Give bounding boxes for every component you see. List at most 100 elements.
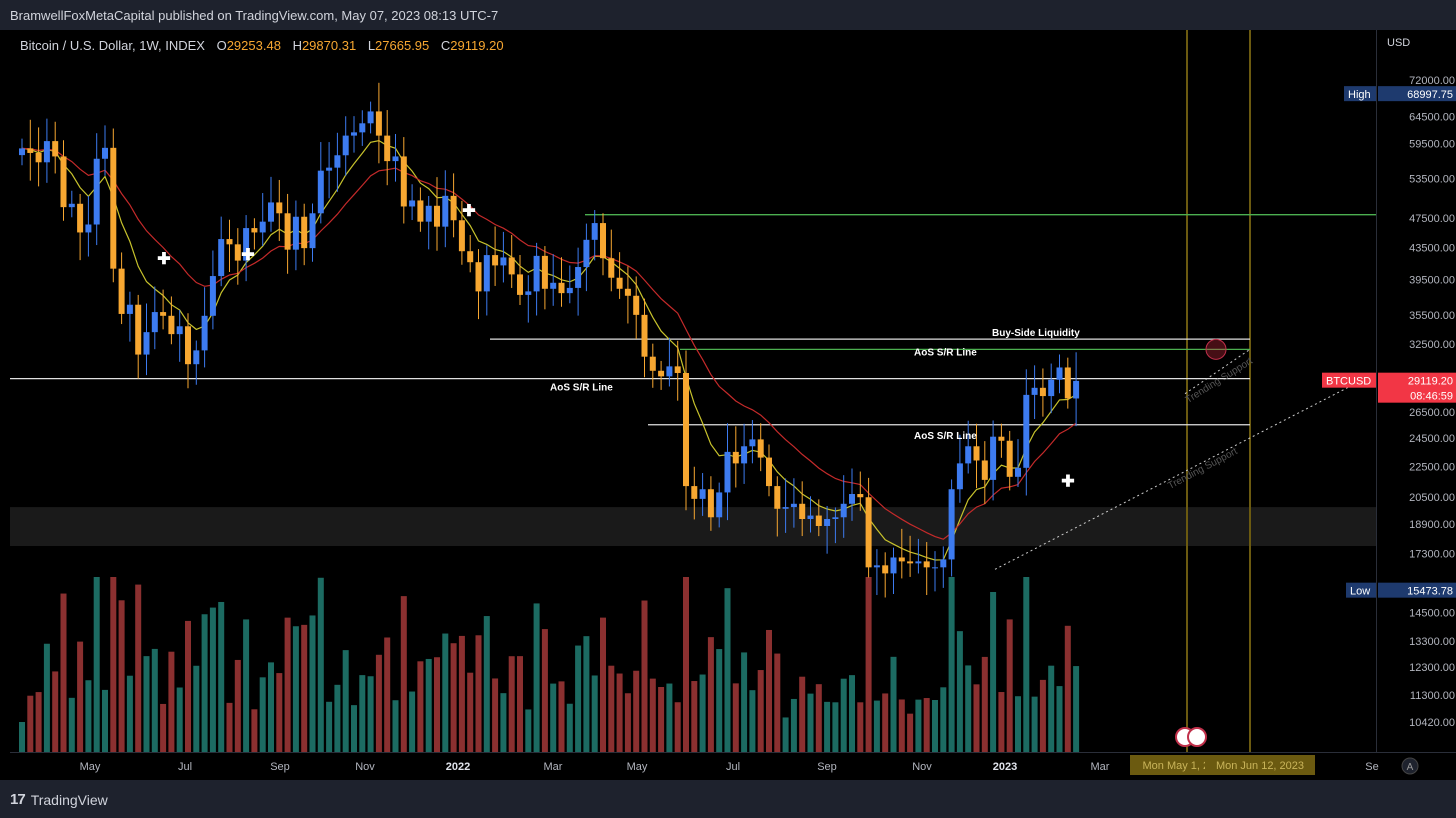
- candle-125: [1056, 354, 1063, 394]
- high-badge-tag: High: [1348, 89, 1371, 101]
- volume-bar-80: [683, 577, 689, 752]
- volume-bar-2: [35, 692, 42, 752]
- volume-bar-59: [508, 656, 515, 752]
- candle-115: [973, 423, 980, 489]
- candle-28: [251, 218, 258, 250]
- volume-bar-65: [558, 681, 565, 752]
- candle-39: [342, 116, 349, 176]
- candle-127: [1073, 352, 1080, 427]
- candle-body-76: [649, 356, 656, 371]
- candle-body-113: [956, 463, 963, 490]
- candle-51: [442, 170, 449, 248]
- volume-bar-82: [699, 674, 706, 752]
- trending-support-line-2: [1184, 348, 1251, 395]
- candle-93: [790, 478, 797, 528]
- low-value: 27665.95: [375, 38, 430, 53]
- candle-94: [799, 481, 806, 537]
- candle-12: [118, 252, 125, 325]
- x-tick-10: 2023: [993, 761, 1017, 773]
- candle-body-30: [268, 202, 274, 222]
- candle-body-61: [525, 291, 532, 295]
- auto-scale-button: [1401, 757, 1419, 775]
- candle-body-58: [500, 257, 507, 266]
- volume-bar-21: [193, 665, 200, 752]
- volume-bar-6: [68, 697, 75, 752]
- volume-bar-122: [1031, 696, 1038, 752]
- candle-body-82: [699, 489, 706, 499]
- candle-82: [699, 473, 706, 516]
- candle-56: [483, 245, 490, 316]
- volume-bar-45: [392, 700, 399, 752]
- candle-92: [782, 478, 789, 533]
- candle-body-80: [683, 372, 689, 487]
- time-axis[interactable]: MayJulSepNov2022MarMayJulSepNov2023MarMa…: [10, 752, 1456, 780]
- candle-body-74: [633, 295, 640, 315]
- candle-body-127: [1073, 380, 1080, 399]
- price-axis[interactable]: USD 72000.00 64500.00 59500.00 53500.00 47500…: [1343, 30, 1456, 752]
- trending-support-line: [994, 372, 1376, 570]
- volume-bar-89: [757, 670, 764, 752]
- tradingview-logo-icon: 17: [10, 791, 26, 808]
- candle-18: [168, 296, 175, 345]
- candle-77: [658, 360, 665, 390]
- tradingview-brand[interactable]: 17 TradingView: [10, 791, 108, 808]
- candle-body-22: [201, 315, 208, 351]
- candle-body-89: [757, 439, 764, 458]
- candle-83: [707, 476, 714, 531]
- candle-body-53: [458, 220, 465, 252]
- candle-body-4: [52, 141, 59, 157]
- candle-36: [317, 142, 324, 224]
- candle-50: [434, 177, 440, 251]
- volume-bar-113: [956, 631, 963, 752]
- volume-bar-83: [707, 637, 714, 752]
- volume-bar-20: [185, 620, 191, 752]
- candle-29: [259, 193, 266, 246]
- symbol-name: Bitcoin / U.S. Dollar, 1W, INDEX: [20, 38, 205, 53]
- candle-3: [43, 118, 50, 183]
- volume-bar-41: [359, 675, 366, 752]
- volume-bar-102: [865, 577, 872, 752]
- y-tick-9: 26500.00: [1409, 407, 1455, 419]
- candle-body-93: [790, 503, 797, 508]
- volume-bar-5: [60, 593, 67, 752]
- open-label: O: [216, 38, 227, 53]
- candle-body-19: [176, 326, 183, 335]
- candle-body-101: [857, 494, 864, 498]
- x-tick-8: Sep: [817, 761, 837, 773]
- volume-bar-99: [840, 678, 847, 752]
- volume-bar-92: [782, 717, 789, 752]
- volume-bar-27: [243, 619, 250, 752]
- auto-scale-label: A: [1407, 762, 1414, 773]
- level-label-3: AoS S/R Line: [550, 383, 613, 394]
- y-tick-17: 12300.00: [1409, 662, 1455, 674]
- candle-72: [616, 252, 623, 299]
- chart-pane[interactable]: Trending Support Trending Support ✚ ✚ ✚ ✚ Buy…: [10, 30, 1376, 752]
- x-tick-4: 2022: [446, 761, 470, 773]
- volume-bar-86: [732, 683, 739, 752]
- y-tick-6: 39500.00: [1409, 274, 1455, 286]
- volume-bar-11: [110, 577, 117, 752]
- volume-bar-44: [384, 637, 391, 752]
- candle-34: [301, 203, 308, 266]
- x-tick-11: Mar: [1091, 761, 1110, 773]
- candle-41: [359, 110, 366, 146]
- candle-body-85: [724, 451, 731, 493]
- cross-marker-3: ✚: [1061, 473, 1074, 490]
- level-labels: Buy-Side Liquidity AoS S/R Line AoS S/R Li…: [550, 86, 1376, 598]
- candle-body-26: [234, 244, 241, 261]
- candle-body-108: [915, 561, 922, 564]
- volume-bar-28: [251, 709, 258, 752]
- volume-bar-18: [168, 651, 175, 752]
- volume-bar-31: [276, 673, 283, 752]
- candle-body-79: [674, 366, 681, 373]
- volume-bar-108: [915, 699, 922, 752]
- candle-body-29: [259, 221, 266, 233]
- candle-105: [890, 547, 897, 594]
- candle-95: [807, 496, 814, 533]
- level-label-2: AoS S/R Line: [914, 347, 977, 358]
- candle-body-48: [417, 200, 424, 222]
- price-chart[interactable]: Trending Support Trending Support ✚ ✚ ✚ ✚ Buy…: [10, 30, 1376, 752]
- candle-37: [326, 142, 333, 199]
- volume-bar-111: [940, 687, 947, 752]
- candle-body-57: [492, 255, 499, 266]
